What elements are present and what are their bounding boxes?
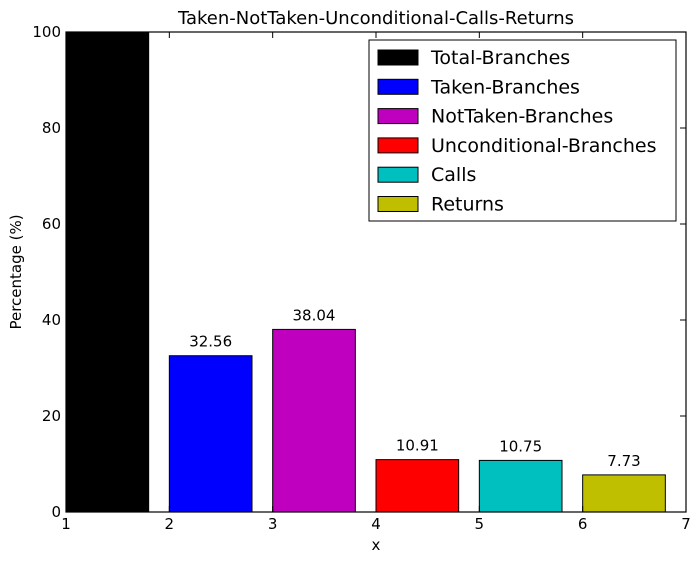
legend-label: Taken-Branches <box>430 76 580 98</box>
legend-frame <box>368 39 677 222</box>
data-label: 7.73 <box>607 452 640 470</box>
data-label: 10.91 <box>396 437 439 455</box>
x-tick-label: 7 <box>681 515 691 533</box>
x-tick-label: 2 <box>165 515 175 533</box>
legend-swatch <box>377 108 419 125</box>
y-axis-label: Percentage (%) <box>7 214 25 329</box>
y-tick-label: 20 <box>42 407 61 425</box>
bar-nottaken-branches <box>272 328 356 513</box>
y-tick-label: 100 <box>32 23 61 41</box>
x-tick-label: 3 <box>268 515 278 533</box>
y-tick-label: 0 <box>51 503 61 521</box>
bars-layer <box>65 31 666 513</box>
x-tick-label: 5 <box>475 515 485 533</box>
legend-swatch <box>377 137 419 154</box>
legend-label: NotTaken-Branches <box>431 106 613 128</box>
x-tick-label: 6 <box>578 515 588 533</box>
bar-calls <box>478 459 563 513</box>
bar-unconditional-branches <box>375 459 460 513</box>
legend-label: Total-Branches <box>430 47 570 69</box>
y-tick-label: 60 <box>42 215 61 233</box>
x-axis-label: x <box>372 536 381 554</box>
legend-swatch <box>377 49 419 66</box>
legend-label: Calls <box>431 164 476 186</box>
data-labels-layer: 32.56 38.04 10.91 10.75 7.73 <box>189 306 641 469</box>
chart-title: Taken-NotTaken-Unconditional-Calls-Retur… <box>177 8 574 29</box>
y-tick-label: 80 <box>42 119 61 137</box>
y-tick-label: 40 <box>42 311 61 329</box>
ticks-layer: 1 2 3 4 5 6 7 0 20 40 60 80 100 <box>32 23 690 533</box>
legend-swatch <box>377 196 419 212</box>
legend: Total-Branches Taken-Branches NotTaken-Bra… <box>368 39 677 222</box>
legend-entries: Total-Branches Taken-Branches NotTaken-Bra… <box>377 47 657 216</box>
bar-taken-branches <box>168 355 253 513</box>
legend-label: Returns <box>431 194 504 216</box>
data-label: 10.75 <box>499 437 542 455</box>
bar-returns <box>582 474 666 513</box>
legend-swatch <box>377 78 419 95</box>
data-label: 32.56 <box>189 333 232 351</box>
legend-label: Unconditional-Branches <box>431 135 657 157</box>
x-tick-label: 4 <box>371 515 381 533</box>
legend-swatch <box>377 166 419 183</box>
data-label: 38.04 <box>293 306 336 324</box>
bar-total-branches <box>65 31 150 513</box>
x-tick-label: 1 <box>61 515 71 533</box>
